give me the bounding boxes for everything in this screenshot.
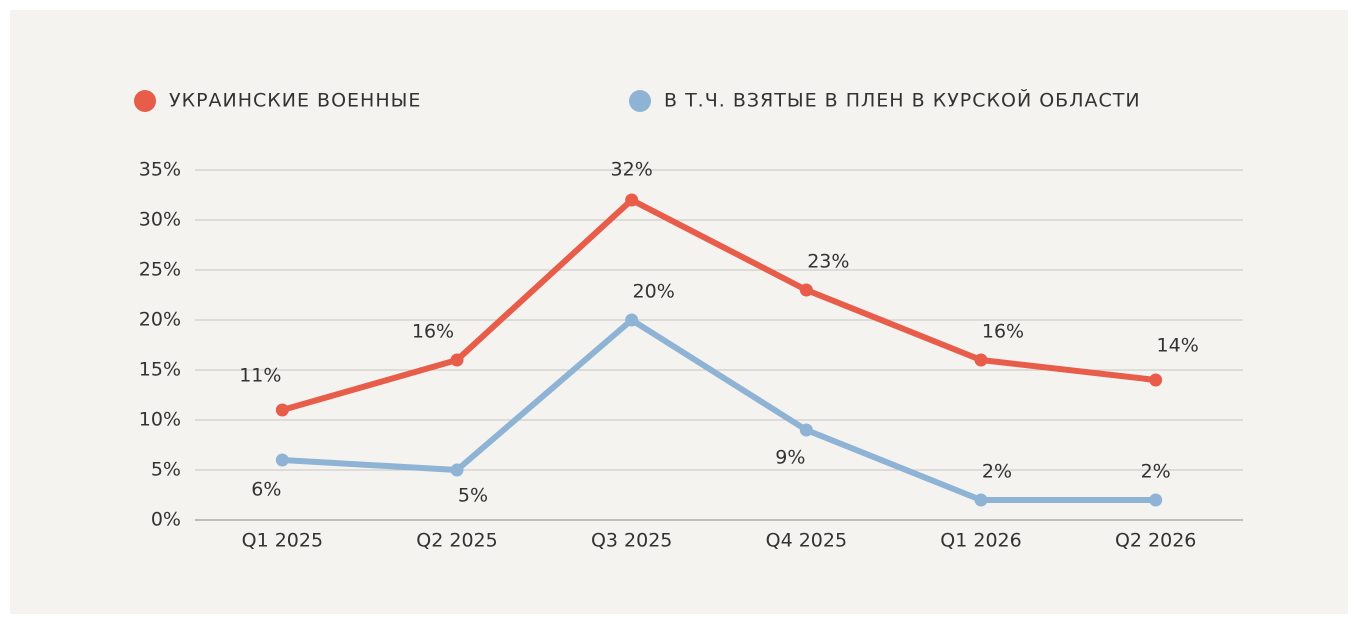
data-label: 5%: [458, 485, 488, 507]
data-label: 20%: [633, 281, 675, 303]
y-tick-label: 25%: [139, 259, 181, 281]
point: [799, 283, 813, 297]
point: [974, 353, 988, 367]
point: [974, 493, 988, 507]
legend-label: УКРАИНСКИЕ ВОЕННЫЕ: [169, 90, 421, 112]
y-tick-label: 15%: [139, 359, 181, 381]
data-label: 6%: [251, 479, 281, 501]
point: [275, 453, 289, 467]
point: [799, 423, 813, 437]
data-label: 16%: [982, 321, 1024, 343]
data-label: 16%: [412, 321, 454, 343]
point: [1149, 373, 1163, 387]
y-tick-label: 10%: [139, 409, 181, 431]
point: [275, 403, 289, 417]
data-label: 32%: [611, 159, 653, 181]
point: [1149, 493, 1163, 507]
point: [625, 193, 639, 207]
legend-marker: [134, 90, 156, 112]
data-label: 2%: [1141, 461, 1171, 483]
x-tick-label: Q1 2025: [242, 530, 323, 552]
y-tick-label: 30%: [139, 209, 181, 231]
data-label: 2%: [982, 461, 1012, 483]
y-tick-label: 5%: [151, 459, 181, 481]
data-label: 23%: [807, 251, 849, 273]
data-label: 14%: [1157, 335, 1199, 357]
y-tick-label: 0%: [151, 509, 181, 531]
series-line: [282, 317, 1156, 503]
x-tick-label: Q3 2025: [591, 530, 672, 552]
data-label: 9%: [775, 447, 805, 469]
y-tick-label: 20%: [139, 309, 181, 331]
data-label: 11%: [239, 365, 281, 387]
panel: [10, 10, 1348, 614]
point: [450, 353, 464, 367]
x-tick-label: Q2 2025: [416, 530, 497, 552]
point: [625, 313, 639, 327]
y-tick-label: 35%: [139, 159, 181, 181]
x-tick-label: Q1 2026: [940, 530, 1021, 552]
x-tick-label: Q2 2026: [1115, 530, 1196, 552]
legend-marker: [629, 90, 651, 112]
x-tick-label: Q4 2025: [766, 530, 847, 552]
series-line: [281, 197, 1157, 413]
legend-label: В Т.Ч. ВЗЯТЫЕ В ПЛЕН В КУРСКОЙ ОБЛАСТИ: [664, 89, 1141, 112]
point: [450, 463, 464, 477]
